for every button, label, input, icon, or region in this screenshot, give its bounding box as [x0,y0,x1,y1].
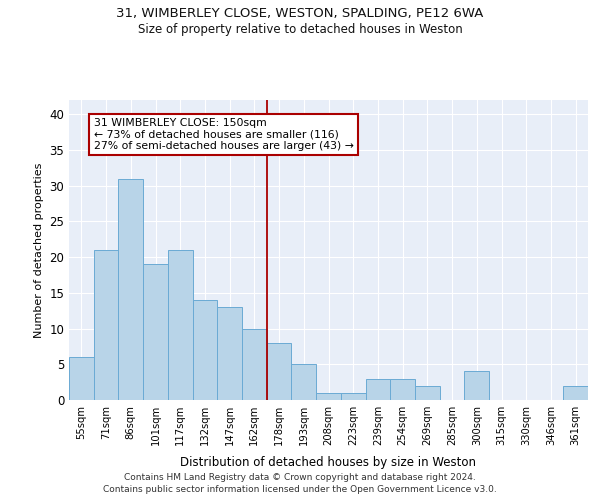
Bar [118,178,143,400]
Bar [415,386,440,400]
Text: Size of property relative to detached houses in Weston: Size of property relative to detached ho… [137,22,463,36]
Bar [69,357,94,400]
Bar [217,307,242,400]
Bar [267,343,292,400]
Bar [563,386,588,400]
Bar [365,378,390,400]
Bar [341,393,365,400]
Bar [292,364,316,400]
Bar [242,328,267,400]
Text: 31, WIMBERLEY CLOSE, WESTON, SPALDING, PE12 6WA: 31, WIMBERLEY CLOSE, WESTON, SPALDING, P… [116,8,484,20]
Bar [316,393,341,400]
X-axis label: Distribution of detached houses by size in Weston: Distribution of detached houses by size … [181,456,476,469]
Y-axis label: Number of detached properties: Number of detached properties [34,162,44,338]
Text: 31 WIMBERLEY CLOSE: 150sqm
← 73% of detached houses are smaller (116)
27% of sem: 31 WIMBERLEY CLOSE: 150sqm ← 73% of deta… [94,118,353,151]
Bar [143,264,168,400]
Bar [94,250,118,400]
Bar [193,300,217,400]
Text: Contains public sector information licensed under the Open Government Licence v3: Contains public sector information licen… [103,485,497,494]
Bar [390,378,415,400]
Bar [464,372,489,400]
Bar [168,250,193,400]
Text: Contains HM Land Registry data © Crown copyright and database right 2024.: Contains HM Land Registry data © Crown c… [124,472,476,482]
